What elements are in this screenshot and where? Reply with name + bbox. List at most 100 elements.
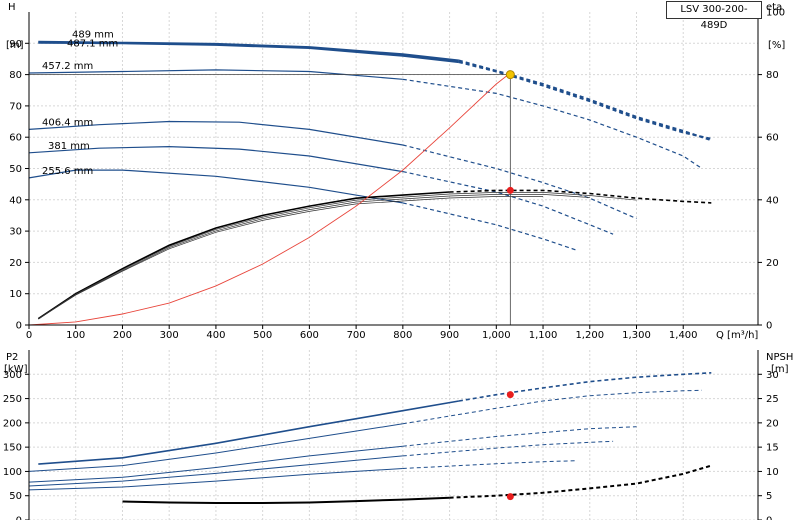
head-axis-title: H <box>8 2 16 13</box>
duty-point-head-marker <box>505 70 515 80</box>
power-curve-1-solid <box>28 423 403 472</box>
power-y-tick-label: 200 <box>3 418 22 429</box>
head-curve-4-dashed <box>402 171 614 235</box>
head-y-tick-labels: 0 10 20 30 40 50 60 70 80 90 <box>9 39 29 332</box>
head-curve-1-dashed <box>458 61 712 140</box>
head-curve-4-solid <box>28 145 403 173</box>
power-y-tick-labels: 0 50 100 150 200 250 300 <box>3 370 29 520</box>
x-tick-label: 100 <box>66 330 85 341</box>
eta-axis-unit: [%] <box>768 40 785 51</box>
power-curve-0-dashed <box>458 372 712 402</box>
duty-point-power-marker <box>506 391 514 399</box>
x-tick-label: 800 <box>393 330 412 341</box>
system-curve <box>28 72 511 326</box>
head-curve-label-4: 381 mm <box>48 141 90 152</box>
power-y-tick-label: 300 <box>3 370 22 381</box>
head-curve-5-solid <box>28 169 403 204</box>
head-curve-label-2: 457.2 mm <box>42 61 93 72</box>
head-y-tick-label: 0 <box>16 321 22 332</box>
npsh-axis-unit: [m] <box>771 364 789 375</box>
npsh-y-tick-label: 25 <box>766 394 779 405</box>
head-axis-unit: [m] <box>6 40 24 51</box>
power-y-tick-label: 0 <box>16 516 22 520</box>
power-curve-0-solid <box>38 400 460 465</box>
head-y-tick-label: 30 <box>9 227 22 238</box>
eta-axis-title: eta <box>766 2 782 13</box>
eta-y-tick-label: 20 <box>766 258 779 269</box>
head-x-tick-labels: 0 100 200 300 400 500 600 700 800 900 1,000 1,100 1,… <box>26 325 698 341</box>
x-tick-label: 200 <box>113 330 132 341</box>
pump-model-label: LSV 300-200-489D <box>666 1 762 31</box>
eta-y-tick-label: 40 <box>766 195 779 206</box>
efficiency-curve-trim-1 <box>38 194 590 320</box>
head-gridlines <box>28 12 758 326</box>
x-tick-label: 1,000 <box>482 330 511 341</box>
head-curve-5-dashed <box>402 202 576 251</box>
head-y-tick-label: 70 <box>9 101 22 112</box>
head-y-tick-label: 10 <box>9 289 22 300</box>
eta-y-tick-labels: 0 20 40 60 80 100 <box>758 8 785 332</box>
head-curve-label-1: 487.1 mm <box>67 39 118 50</box>
head-y-tick-label: 90 <box>9 39 22 50</box>
power-y-tick-label: 50 <box>9 491 22 502</box>
head-y-tick-label: 20 <box>9 258 22 269</box>
head-curves <box>28 40 712 326</box>
npsh-y-tick-labels: 0 5 10 15 20 25 30 <box>758 370 779 520</box>
npsh-y-tick-label: 30 <box>766 370 779 381</box>
x-tick-label: 300 <box>160 330 179 341</box>
npsh-y-tick-label: 5 <box>766 491 772 502</box>
head-y-tick-label: 60 <box>9 133 22 144</box>
npsh-y-tick-label: 0 <box>766 516 772 520</box>
power-curve-2-solid <box>28 445 403 483</box>
power-curve-3-dashed <box>402 440 614 457</box>
eta-y-tick-label: 60 <box>766 133 779 144</box>
efficiency-curve-trim-2 <box>38 196 543 320</box>
duty-point-npsh-marker <box>506 493 514 501</box>
head-panel: 0 100 200 300 400 500 600 700 800 900 1,000 1,100 1,… <box>6 2 785 341</box>
npsh-y-tick-label: 15 <box>766 443 779 454</box>
eta-y-tick-label: 100 <box>766 8 785 19</box>
head-curve-label-5: 255.6 mm <box>42 166 93 177</box>
npsh-y-tick-label: 20 <box>766 418 779 429</box>
eta-y-tick-label: 80 <box>766 70 779 81</box>
x-tick-label: 400 <box>206 330 225 341</box>
head-y-tick-label: 40 <box>9 195 22 206</box>
npsh-axis-title: NPSH <box>766 352 793 363</box>
power-axis-title: P2 <box>6 352 18 363</box>
head-curve-label-3: 406.4 mm <box>42 117 93 128</box>
power-curve-3-solid <box>28 455 403 487</box>
power-curves <box>28 372 712 504</box>
head-y-tick-label: 80 <box>9 70 22 81</box>
head-curve-1-solid <box>38 41 460 64</box>
eta-y-tick-label: 0 <box>766 321 772 332</box>
head-y-tick-label: 50 <box>9 164 22 175</box>
x-tick-label: 0 <box>26 330 32 341</box>
power-axis-unit: [kW] <box>4 364 28 375</box>
power-y-tick-label: 150 <box>3 443 22 454</box>
head-curve-3-dashed <box>402 144 637 220</box>
head-curve-2-solid <box>28 69 403 80</box>
flow-axis-title: Q [m³/h] <box>716 330 758 341</box>
x-tick-label: 1,100 <box>529 330 558 341</box>
x-tick-label: 1,400 <box>669 330 698 341</box>
power-y-tick-label: 250 <box>3 394 22 405</box>
x-tick-label: 600 <box>300 330 319 341</box>
x-tick-label: 900 <box>440 330 459 341</box>
x-tick-label: 1,300 <box>622 330 651 341</box>
power-curve-1-dashed <box>402 389 702 425</box>
x-tick-label: 700 <box>347 330 366 341</box>
efficiency-curve-solid <box>37 191 450 320</box>
head-curve-3-solid <box>28 120 403 146</box>
power-curve-4-solid <box>28 468 403 491</box>
x-tick-label: 500 <box>253 330 272 341</box>
power-y-tick-label: 100 <box>3 467 22 478</box>
power-curve-2-dashed <box>402 426 637 447</box>
head-curve-label-0: 489 mm <box>72 30 114 41</box>
efficiency-curve-trim-0 <box>38 192 637 320</box>
npsh-y-tick-label: 10 <box>766 467 779 478</box>
power-plot-area <box>29 350 758 520</box>
power-curve-4-dashed <box>402 460 576 469</box>
